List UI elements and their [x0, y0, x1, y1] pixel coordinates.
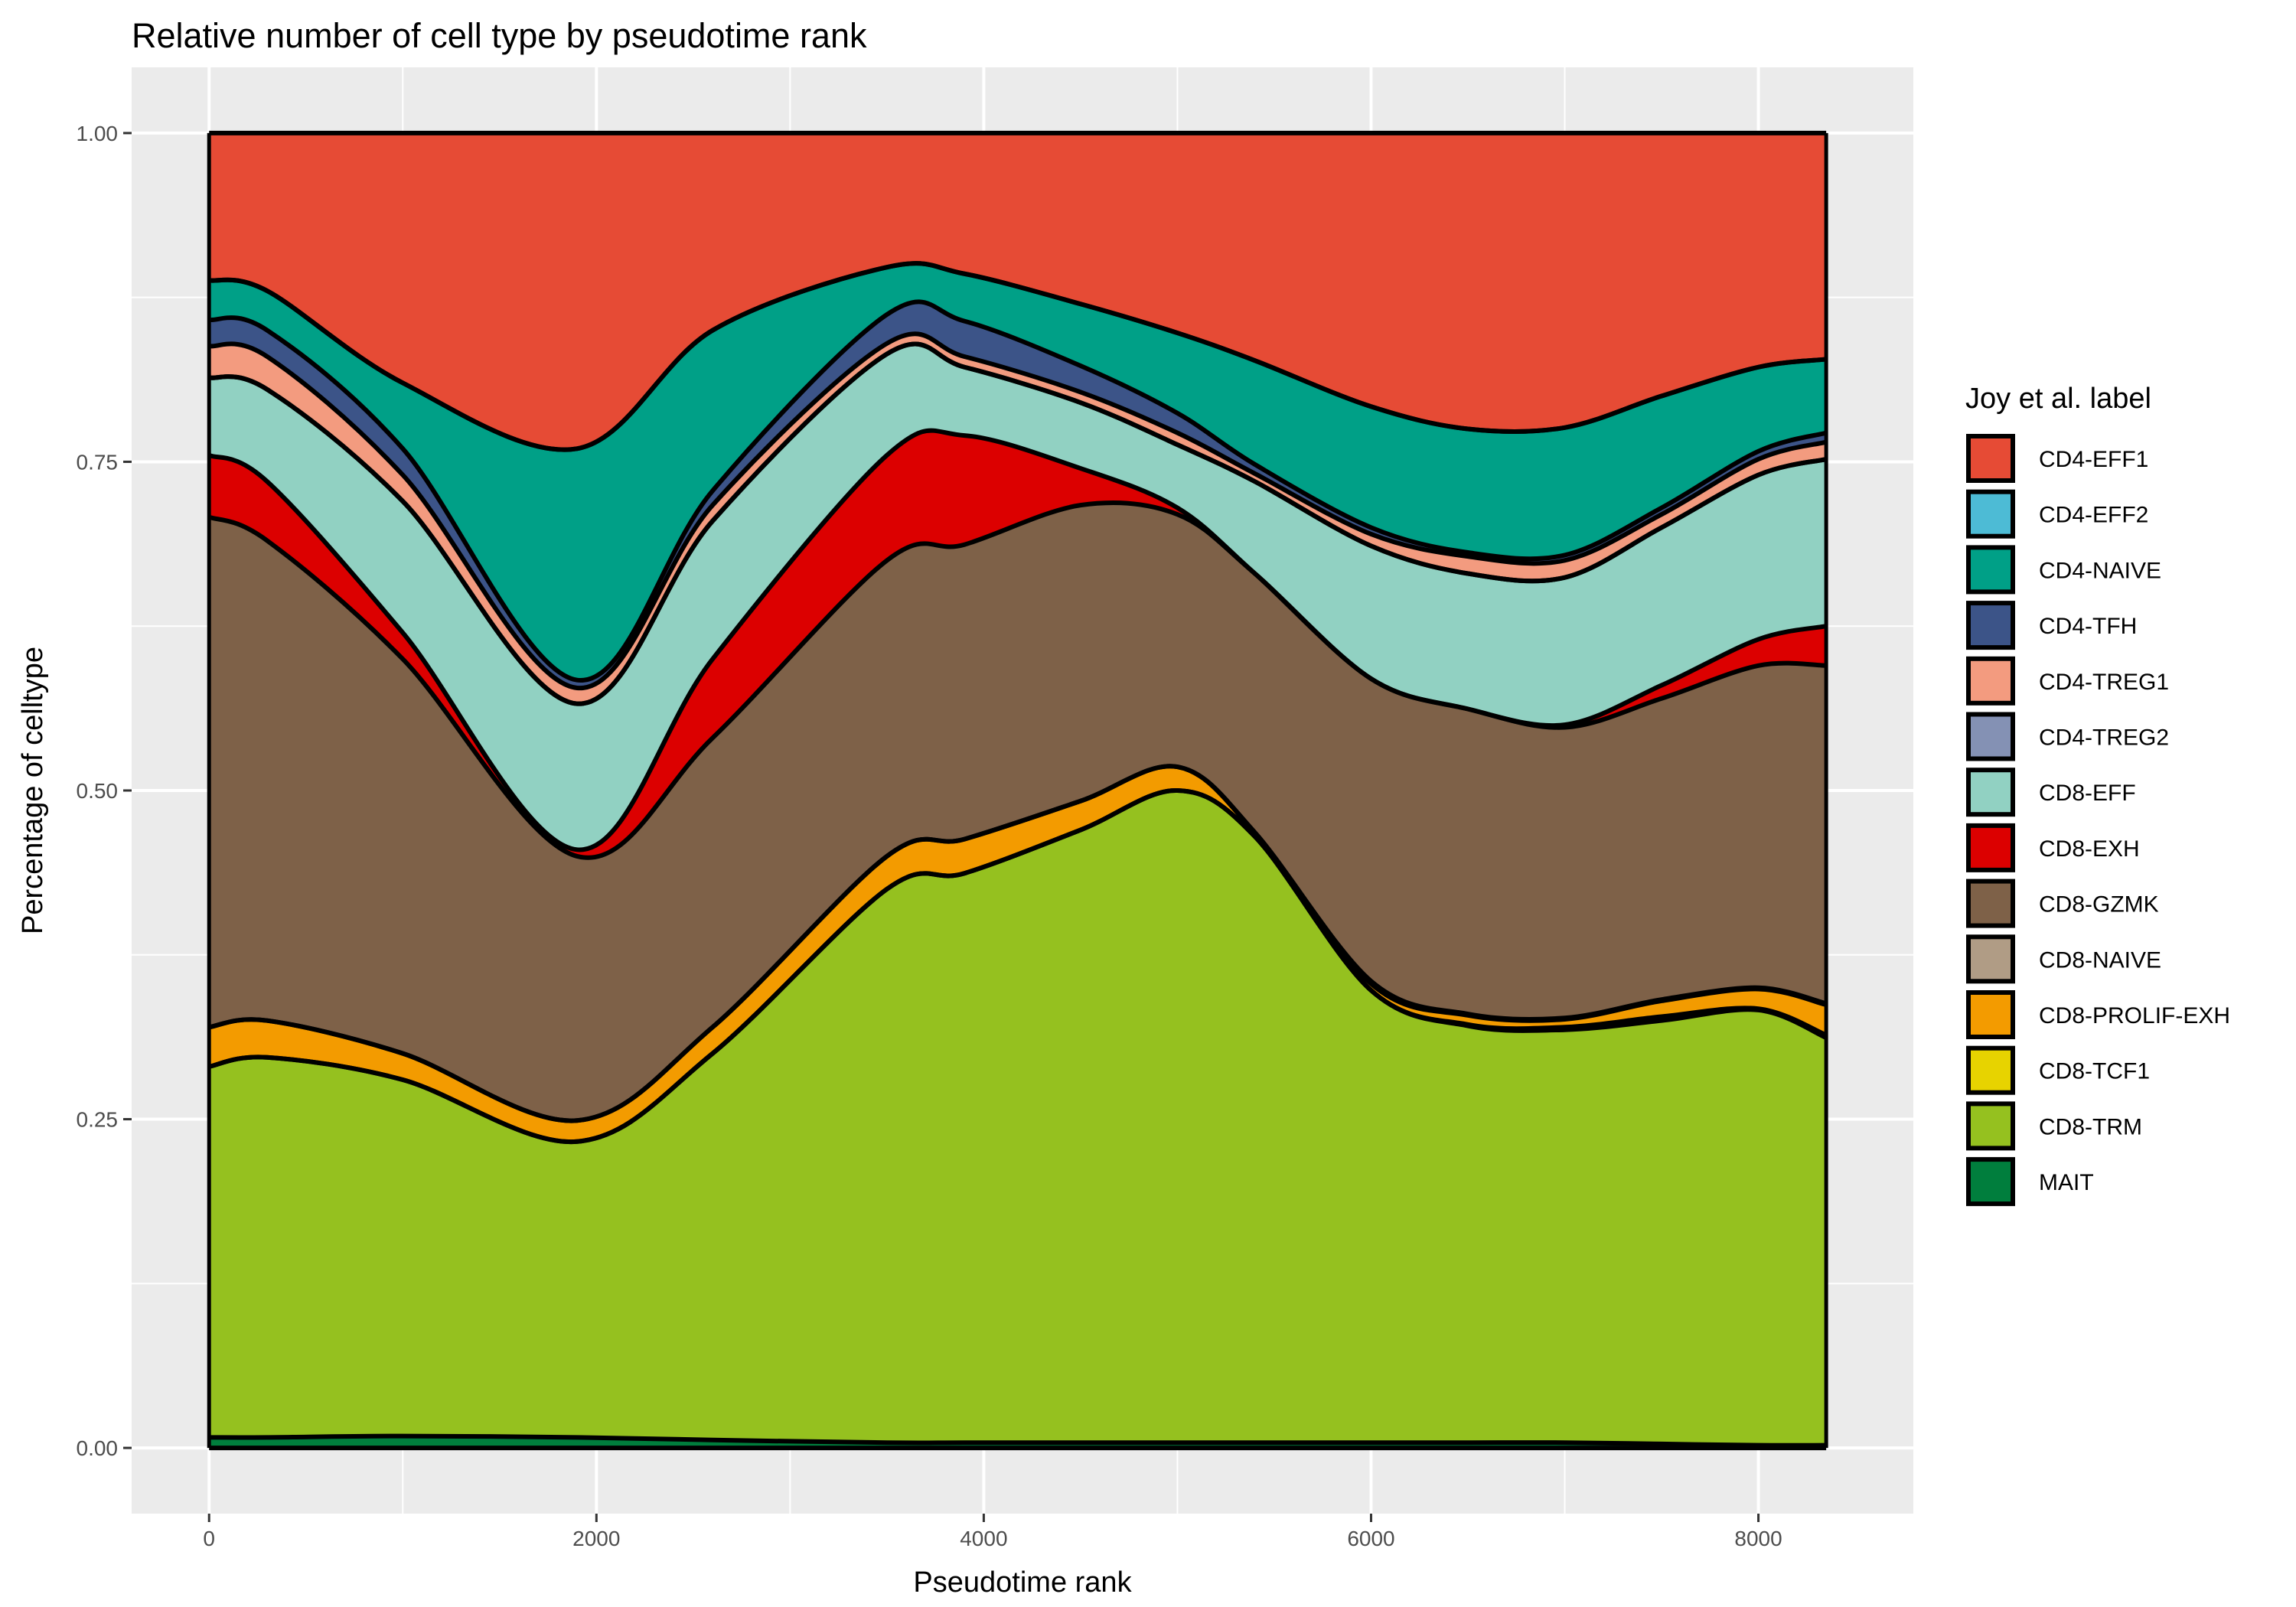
y-axis: 0.00 0.25 0.50 0.75 1.00: [77, 122, 132, 1460]
legend-swatch-cd4-eff1: [1966, 434, 2015, 483]
area-outline: [208, 331, 1827, 690]
legend-label: CD4-EFF2: [2039, 503, 2148, 528]
chart-title: Relative number of cell type by pseudoti…: [132, 16, 867, 55]
area-outline: [208, 261, 1827, 452]
area-outline: [208, 764, 1827, 1123]
legend-label: CD4-TREG1: [2039, 670, 2169, 695]
legend-label: CD4-TFH: [2039, 614, 2137, 639]
legend-label: CD4-NAIVE: [2039, 558, 2161, 583]
legend-label: CD8-EXH: [2039, 836, 2140, 862]
legend: Joy et al. label CD4-EFF1 CD4-EFF2 CD4-NAI…: [1965, 383, 2230, 1207]
legend-items: CD4-EFF1 CD4-EFF2 CD4-NAIVE CD4-TFH CD4-TREG…: [1966, 434, 2230, 1207]
area-outline: [208, 787, 1828, 1144]
area-cd8-eff: [209, 344, 1827, 850]
area-outline: [208, 299, 1827, 683]
legend-label: CD4-EFF1: [2039, 447, 2148, 472]
area-outlines: [207, 130, 1828, 1451]
legend-swatch-mait: [1966, 1157, 2015, 1207]
area-cd8-prolif-exh: [209, 766, 1827, 1143]
area-outline: [208, 500, 1827, 860]
area-cd4-eff1: [209, 132, 1827, 450]
legend-swatch-cd4-eff2: [1966, 489, 2015, 539]
legend-swatch-cd8-gzmk: [1966, 878, 2015, 928]
area-cd8-exh: [209, 430, 1827, 858]
legend-swatch-cd8-prolif-exh: [1966, 990, 2015, 1039]
area-cd8-gzmk: [209, 503, 1827, 1121]
area-outline: [207, 428, 1827, 852]
y-tick-label: 0.50: [77, 779, 119, 803]
legend-swatch-cd8-eff: [1966, 768, 2015, 817]
legend-swatch-cd8-tcf1: [1966, 1045, 2015, 1095]
area-outline: [209, 1433, 1827, 1448]
legend-swatch-cd8-naive: [1966, 934, 2015, 984]
x-tick-label: 2000: [572, 1527, 620, 1550]
legend-swatch-cd4-tfh: [1966, 601, 2015, 650]
x-axis: 0 2000 4000 6000 8000: [203, 1514, 1782, 1550]
x-tick-label: 4000: [960, 1527, 1007, 1550]
y-tick-label: 0.25: [77, 1108, 119, 1132]
x-tick-label: 0: [203, 1527, 215, 1550]
legend-label: CD8-TCF1: [2039, 1059, 2150, 1084]
area-cd4-naive: [209, 263, 1827, 681]
legend-label: MAIT: [2039, 1170, 2094, 1195]
y-tick-label: 0.00: [77, 1436, 119, 1460]
legend-swatch-cd4-treg2: [1966, 712, 2015, 761]
legend-swatch-cd8-exh: [1966, 823, 2015, 872]
x-tick-label: 6000: [1347, 1527, 1394, 1550]
area-cd8-trm: [209, 790, 1827, 1446]
stacked-areas: [209, 132, 1827, 1449]
legend-label: CD8-NAIVE: [2039, 947, 2161, 973]
x-axis-title: Pseudotime rank: [913, 1566, 1132, 1599]
legend-swatch-cd4-treg1: [1966, 656, 2015, 706]
y-tick-label: 1.00: [77, 122, 119, 145]
legend-label: CD8-PROLIF-EXH: [2039, 1003, 2230, 1028]
legend-swatch-cd8-trm: [1966, 1101, 2015, 1151]
legend-label: CD8-GZMK: [2039, 892, 2159, 918]
legend-title: Joy et al. label: [1965, 383, 2151, 415]
legend-swatch-cd4-naive: [1966, 545, 2015, 595]
legend-label: CD8-EFF: [2039, 781, 2136, 806]
legend-label: CD8-TRM: [2039, 1114, 2142, 1139]
area-outline: [208, 341, 1827, 706]
y-tick-label: 0.75: [77, 450, 119, 474]
y-axis-title: Percentage of celltype: [17, 647, 49, 934]
x-tick-label: 8000: [1734, 1527, 1782, 1550]
legend-label: CD4-TREG2: [2039, 725, 2169, 751]
